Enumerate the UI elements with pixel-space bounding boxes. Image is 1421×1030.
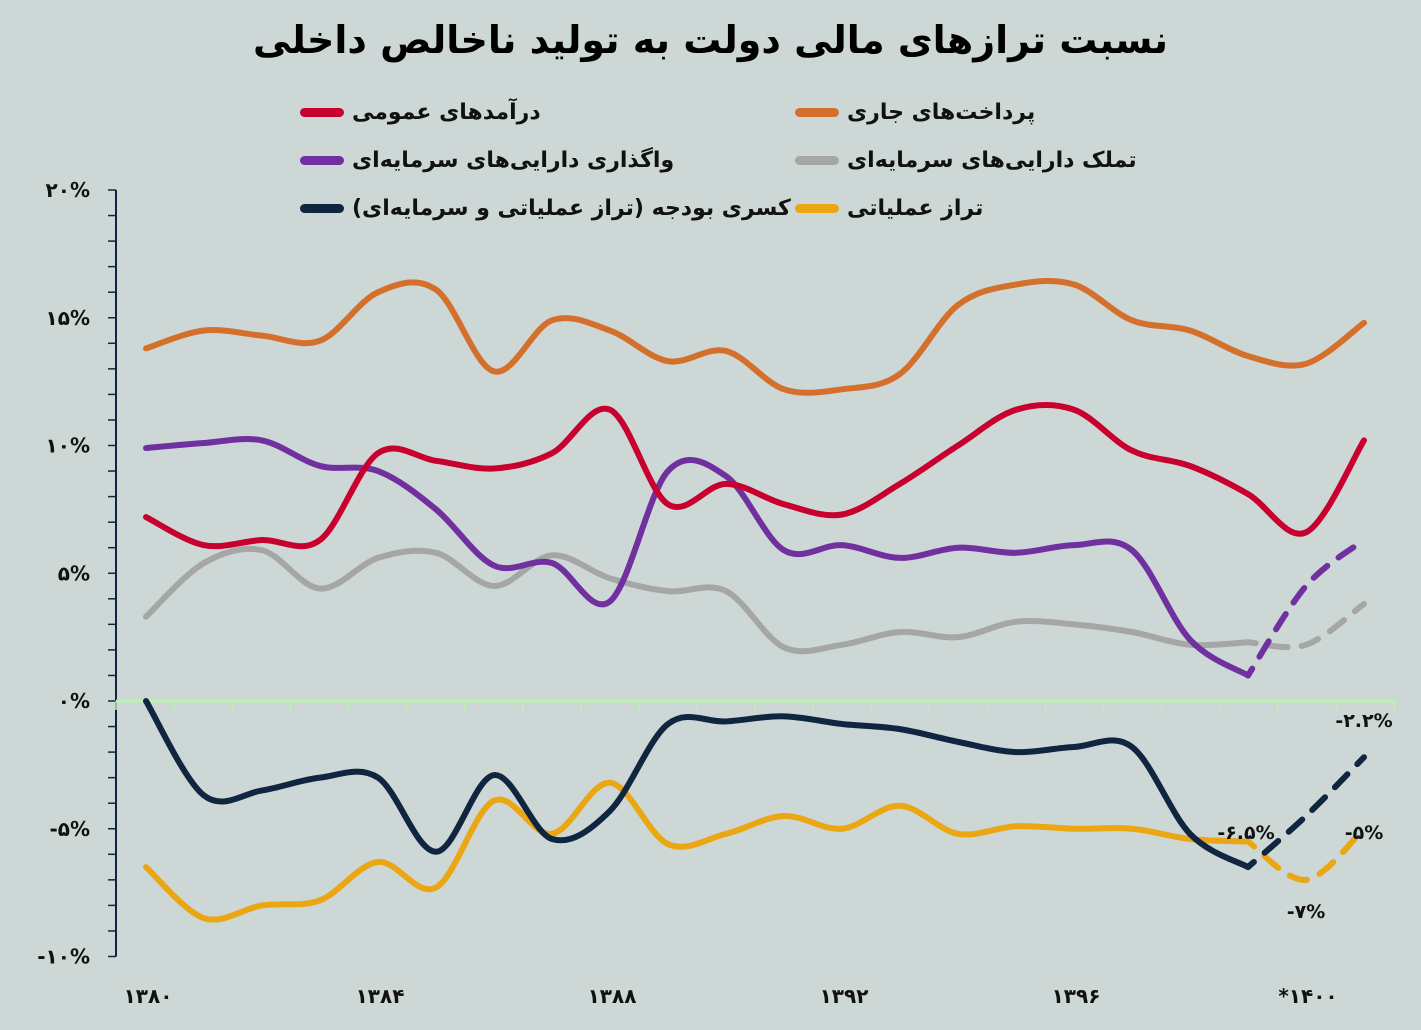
legend-item-budget-deficit: کسری بودجه (تراز عملیاتی و سرمایه‌ای): [300, 196, 791, 221]
series-line-projected: [1245, 537, 1367, 679]
series-line: [143, 435, 1251, 679]
series-4: [143, 779, 1367, 923]
chart-title: نسبت ترازهای مالی دولت به تولید ناخالص د…: [253, 18, 1168, 62]
series-line-projected: [1245, 754, 1367, 871]
y-tick-label: ۱۵%: [46, 306, 90, 330]
legend-item-current-payments: پرداخت‌های جاری: [795, 100, 1035, 125]
legend-swatch: [795, 108, 839, 117]
x-tick-label: ۱۳۹۶: [1052, 984, 1101, 1008]
legend-label: تملک دارایی‌های سرمایه‌ای: [847, 148, 1137, 173]
y-tick-label: ۲۰%: [46, 178, 90, 202]
series-1: [143, 401, 1367, 550]
data-label: -۵%: [1345, 822, 1384, 844]
legend-swatch: [795, 204, 839, 213]
series-2: [143, 545, 1367, 655]
legend-label: واگذاری دارایی‌های سرمایه‌ای: [352, 148, 675, 173]
series-3: [143, 435, 1367, 679]
legend-label: کسری بودجه (تراز عملیاتی و سرمایه‌ای): [352, 196, 791, 221]
y-tick-label: -۱۰%: [37, 945, 90, 969]
series-line: [143, 698, 1251, 871]
series-line-projected: [1245, 825, 1367, 883]
legend-swatch: [795, 156, 839, 165]
legend-label: درآمدهای عمومی: [352, 100, 541, 125]
legend-swatch: [300, 156, 344, 165]
y-tick-label: ۱۰%: [46, 434, 90, 458]
legend-item-capital-acquisition: تملک دارایی‌های سرمایه‌ای: [795, 148, 1137, 173]
x-tick-label: ۱۳۸۰: [124, 984, 173, 1008]
y-tick-label: ۵%: [58, 561, 90, 585]
series-line-projected: [1245, 600, 1367, 651]
legend-item-operating-balance: تراز عملیاتی: [795, 196, 983, 221]
series-5: [143, 698, 1367, 871]
y-tick-label: ۰%: [58, 689, 90, 713]
data-label: -۶.۵%: [1217, 822, 1274, 844]
legend-label: پرداخت‌های جاری: [847, 100, 1036, 125]
series-line: [143, 545, 1251, 655]
series-line: [143, 401, 1367, 550]
y-tick-label: -۵%: [49, 817, 90, 841]
legend-item-capital-disposal: واگذاری دارایی‌های سرمایه‌ای: [300, 148, 674, 173]
x-tick-label: ۱۳۸۴: [356, 984, 405, 1008]
x-tick-label: ۱۳۹۲: [820, 984, 869, 1008]
data-label: -۷%: [1287, 901, 1326, 923]
legend-swatch: [300, 204, 344, 213]
series-line: [143, 779, 1251, 923]
series-line: [143, 278, 1367, 396]
legend-item-public-revenue: درآمدهای عمومی: [300, 100, 541, 125]
series-0: [143, 278, 1367, 396]
data-label: -۲.۲%: [1335, 710, 1392, 732]
legend-label: تراز عملیاتی: [847, 196, 984, 221]
x-tick-label: ۱۳۸۸: [588, 984, 637, 1008]
x-tick-label: *۱۴۰۰: [1278, 984, 1337, 1008]
legend-swatch: [300, 108, 344, 117]
